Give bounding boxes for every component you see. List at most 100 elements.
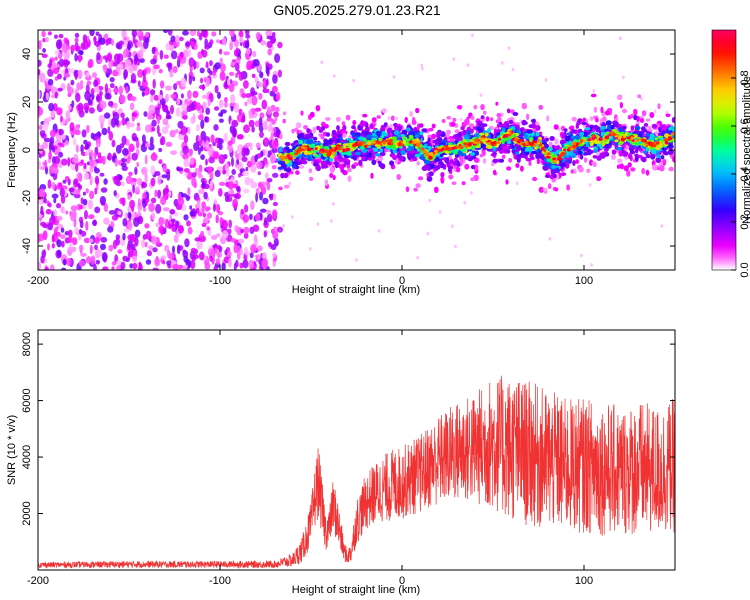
faint-speckle — [282, 224, 285, 228]
noise-speckle — [75, 162, 79, 172]
ridge-cell — [547, 146, 553, 152]
noise-speckle — [180, 125, 188, 136]
noise-speckle — [219, 57, 223, 65]
noise-speckle — [240, 208, 244, 215]
ridge-cell — [480, 115, 485, 119]
noise-speckle — [113, 175, 120, 185]
noise-speckle — [94, 175, 99, 185]
noise-speckle — [201, 222, 207, 228]
noise-speckle — [210, 134, 215, 144]
noise-speckle — [238, 108, 243, 116]
noise-speckle — [224, 249, 228, 255]
noise-speckle — [243, 188, 250, 194]
ridge-cell — [657, 103, 661, 110]
noise-speckle — [262, 197, 269, 205]
ridge-cell — [453, 148, 459, 153]
noise-speckle — [45, 37, 49, 43]
noise-speckle — [271, 32, 276, 37]
faint-speckle — [459, 117, 463, 122]
ridge-cell — [605, 152, 610, 157]
ridge-cell — [398, 140, 404, 143]
noise-speckle — [130, 73, 136, 83]
noise-speckle — [51, 243, 55, 249]
ridge-cell — [662, 159, 667, 164]
ridge-cell — [541, 147, 546, 150]
noise-speckle — [170, 35, 176, 43]
ridge-cell — [352, 119, 357, 126]
noise-speckle — [269, 194, 274, 201]
noise-speckle — [46, 85, 53, 90]
noise-speckle — [276, 226, 283, 233]
ridge-cell — [400, 134, 405, 137]
noise-speckle — [128, 171, 133, 176]
noise-speckle — [200, 145, 204, 152]
noise-speckle — [255, 192, 258, 203]
noise-speckle — [257, 171, 261, 176]
noise-speckle — [38, 90, 41, 99]
noise-speckle — [67, 246, 73, 257]
noise-speckle — [99, 100, 107, 110]
noise-speckle — [154, 106, 160, 116]
noise-speckle — [61, 69, 66, 75]
noise-speckle — [76, 82, 81, 91]
ridge-cell — [395, 141, 399, 146]
noise-speckle — [84, 210, 88, 220]
ridge-cell — [464, 118, 470, 126]
ridge-cell — [479, 132, 485, 136]
noise-speckle — [166, 171, 171, 181]
noise-speckle — [129, 263, 134, 269]
noise-speckle — [54, 91, 58, 99]
noise-speckle — [238, 238, 245, 244]
faint-speckle — [471, 33, 474, 38]
ridge-cell — [314, 147, 318, 151]
noise-speckle — [94, 237, 100, 244]
ridge-cell — [382, 132, 389, 137]
noise-speckle — [158, 68, 163, 74]
noise-speckle — [51, 234, 55, 243]
noise-speckle — [255, 213, 261, 222]
ridge-cell — [526, 130, 533, 134]
noise-speckle — [74, 37, 79, 43]
noise-speckle — [152, 66, 156, 76]
ridge-cell — [599, 145, 603, 150]
noise-speckle — [111, 261, 117, 266]
noise-speckle — [108, 210, 116, 215]
noise-speckle — [202, 101, 207, 109]
noise-speckle — [182, 30, 189, 36]
ridge-cell — [470, 145, 476, 150]
noise-speckle — [128, 220, 133, 231]
ridge-cell — [437, 161, 444, 166]
noise-speckle — [123, 228, 130, 233]
noise-speckle — [111, 214, 119, 221]
noise-speckle — [185, 41, 191, 47]
ridge-cell — [294, 149, 298, 152]
noise-speckle — [272, 252, 276, 258]
noise-speckle — [238, 173, 242, 178]
noise-speckle — [89, 30, 95, 37]
noise-speckle — [115, 234, 121, 240]
noise-speckle — [78, 259, 86, 267]
ridge-cell — [515, 153, 522, 160]
noise-speckle — [103, 217, 110, 225]
ridge-cell — [492, 169, 497, 175]
noise-speckle — [159, 49, 164, 60]
noise-speckle — [108, 244, 114, 252]
noise-speckle — [78, 184, 83, 190]
noise-speckle — [88, 199, 93, 210]
noise-speckle — [146, 250, 152, 257]
ridge-cell — [508, 119, 514, 125]
ridge-cell — [361, 143, 365, 147]
faint-speckle — [479, 93, 483, 97]
noise-speckle — [141, 79, 148, 89]
ridge-cell — [420, 147, 425, 151]
noise-speckle — [60, 227, 65, 233]
noise-speckle — [82, 198, 88, 206]
noise-speckle — [208, 146, 214, 153]
noise-speckle — [149, 136, 154, 146]
ridge-cell — [487, 127, 491, 134]
ridge-cell — [396, 174, 402, 180]
ridge-cell — [492, 158, 499, 163]
ridge-cell — [366, 134, 373, 139]
noise-speckle — [104, 83, 108, 93]
ridge-cell — [362, 113, 368, 118]
